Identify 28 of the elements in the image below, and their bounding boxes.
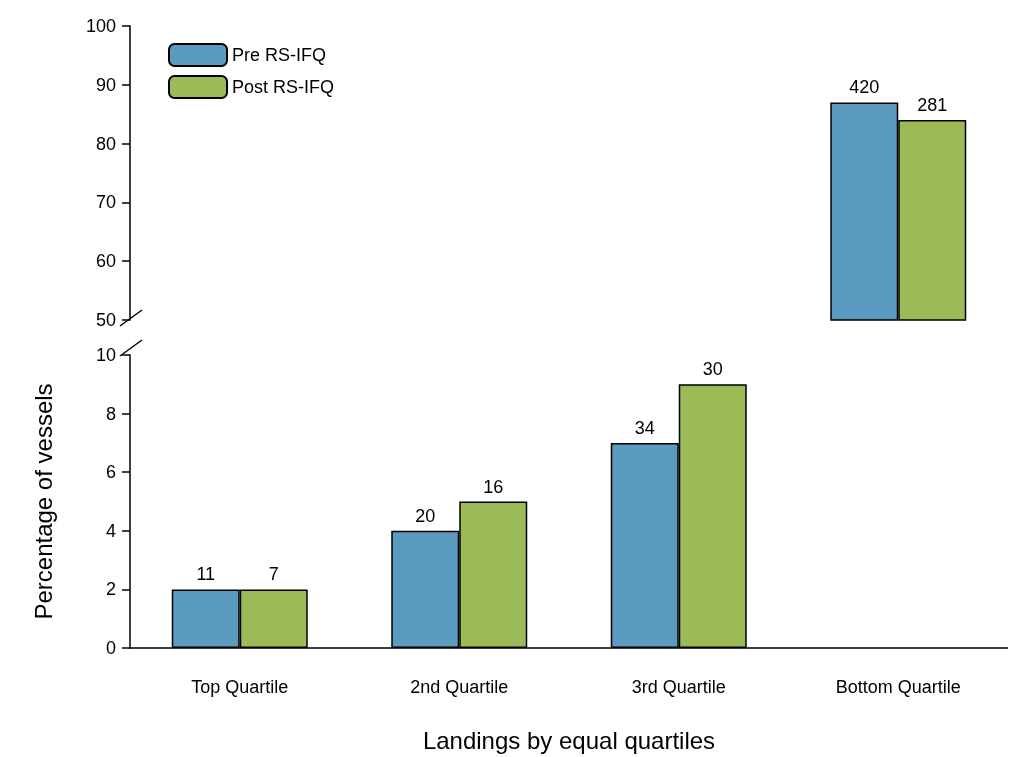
x-tick-label: 2nd Quartile xyxy=(410,677,509,697)
legend-label: Post RS-IFQ xyxy=(232,77,335,97)
annotation: 281 xyxy=(917,95,948,116)
y-tick-label: 8 xyxy=(105,403,116,424)
annotation: 16 xyxy=(483,476,504,497)
annotation: 7 xyxy=(268,564,279,585)
y-tick-label: 2 xyxy=(105,579,116,600)
y-axis-title: Percentage of vessels xyxy=(29,383,57,620)
annotation: 11 xyxy=(196,564,216,585)
y-tick-label: 4 xyxy=(105,520,116,541)
y-tick-label: 10 xyxy=(95,345,116,365)
y-tick-label: 60 xyxy=(95,251,116,272)
legend-label: Pre RS-IFQ xyxy=(232,45,327,65)
annotation: 420 xyxy=(849,77,880,98)
x-axis-title: Landings by equal quartiles xyxy=(422,726,716,754)
y-tick-label: 70 xyxy=(95,192,116,213)
y-tick-label: 6 xyxy=(105,462,116,483)
x-tick-label: Top Quartile xyxy=(191,677,289,697)
y-tick-label: 50 xyxy=(95,310,116,330)
annotation: 30 xyxy=(702,359,723,380)
x-tick-label: Bottom Quartile xyxy=(835,677,961,697)
x-tick-label: 3rd Quartile xyxy=(631,677,726,697)
annotation: 20 xyxy=(415,505,436,526)
y-tick-label: 100 xyxy=(85,16,116,36)
annotation: 34 xyxy=(634,417,655,438)
y-tick-label: 80 xyxy=(95,133,116,154)
y-tick-label: 90 xyxy=(95,74,116,95)
y-tick-label: 0 xyxy=(105,638,116,658)
